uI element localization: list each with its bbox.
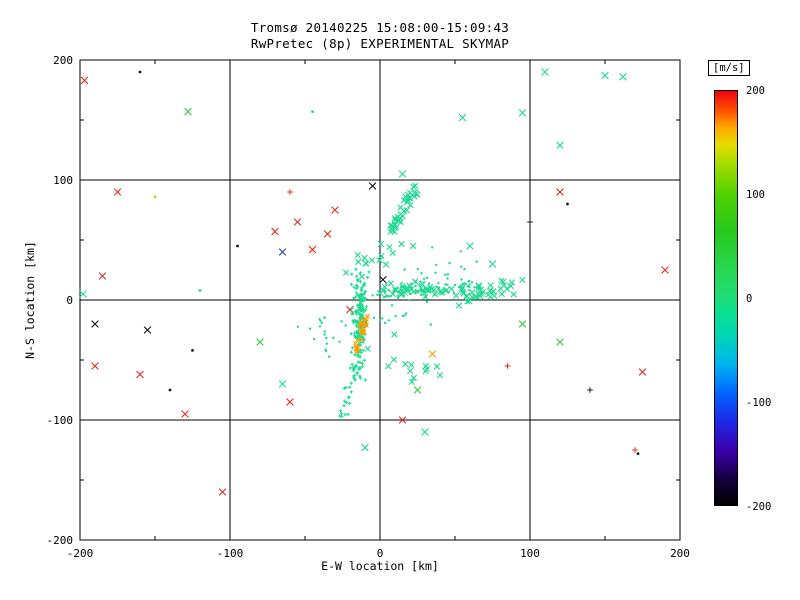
svg-text:-200: -200 — [67, 547, 94, 560]
y-axis-label: N-S location [km] — [23, 241, 37, 359]
axis-tick-labels: -200 -100 0 100 200 -200 -100 0 100 200 — [47, 54, 690, 560]
colorbar-units-label: [m/s] — [708, 60, 750, 76]
colorbar-tick: 200 — [746, 85, 765, 97]
plot-title: Tromsø 20140225 15:08:00-15:09:43 — [250, 20, 510, 35]
colorbar-tick: -200 — [746, 501, 772, 513]
x-axis-label: E-W location [km] — [321, 559, 439, 573]
colorbar-tick: -100 — [746, 397, 772, 409]
svg-text:0: 0 — [377, 547, 384, 560]
colorbar-tick: 0 — [746, 293, 753, 305]
axes-grid — [79, 59, 681, 541]
svg-text:100: 100 — [53, 174, 73, 187]
colorbar-gradient — [714, 90, 738, 506]
svg-text:-200: -200 — [47, 534, 74, 547]
plot-subtitle: RwPretec (8p) EXPERIMENTAL SKYMAP — [250, 36, 510, 52]
colorbar-tick: 100 — [746, 189, 765, 201]
scatter-points — [79, 68, 669, 496]
svg-text:0: 0 — [66, 294, 73, 307]
svg-text:-100: -100 — [217, 547, 244, 560]
colorbar: [m/s] 200 100 0 -100 -200 — [706, 60, 798, 530]
svg-text:200: 200 — [670, 547, 690, 560]
svg-text:200: 200 — [53, 54, 73, 67]
plot-titles: Tromsø 20140225 15:08:00-15:09:43 RwPret… — [80, 20, 680, 53]
svg-text:-100: -100 — [47, 414, 74, 427]
svg-text:100: 100 — [520, 547, 540, 560]
